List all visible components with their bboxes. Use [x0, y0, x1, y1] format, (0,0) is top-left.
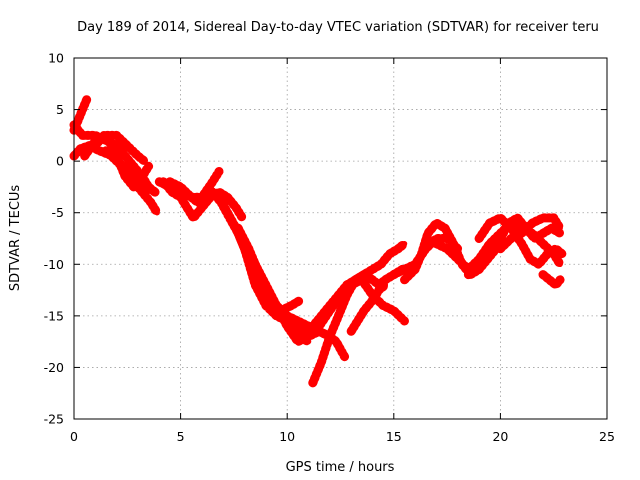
x-tick-label: 5	[177, 429, 185, 444]
series-arc6-markers	[101, 146, 160, 197]
chart-title: Day 189 of 2014, Sidereal Day-to-day VTE…	[77, 20, 599, 35]
y-tick-label: 10	[48, 51, 64, 66]
x-tick-label: 25	[599, 429, 615, 444]
x-tick-label: 0	[70, 429, 78, 444]
series-arc15-markers	[299, 239, 409, 336]
axis-ticks: 0 5 10 15 20 25 -25 -20 -15 -10 -5 0 5 10	[44, 51, 615, 445]
data-series	[69, 94, 567, 388]
series-arc21-markers	[474, 213, 567, 269]
y-tick-label: -5	[52, 205, 64, 220]
y-tick-label: 5	[56, 102, 64, 117]
series-arc16-markers	[346, 280, 390, 336]
y-tick-label: -10	[44, 257, 64, 272]
series-arc22-markers	[495, 213, 565, 254]
series-arc8-markers	[159, 177, 247, 223]
series-arc23-markers	[538, 270, 565, 290]
series-arc20-markers	[463, 213, 565, 280]
grid-lines	[74, 58, 607, 419]
y-tick-label: -20	[44, 360, 64, 375]
x-tick-label: 15	[386, 429, 402, 444]
y-tick-label: 0	[56, 154, 64, 169]
x-axis-label: GPS time / hours	[286, 460, 395, 475]
y-tick-label: -25	[44, 412, 64, 427]
x-tick-label: 10	[279, 429, 295, 444]
y-axis-label: SDTVAR / TECUs	[8, 185, 23, 292]
y-tick-label: -15	[44, 308, 64, 323]
series-arc12-markers	[233, 223, 305, 316]
plot-frame	[73, 57, 608, 420]
x-tick-label: 20	[492, 429, 508, 444]
